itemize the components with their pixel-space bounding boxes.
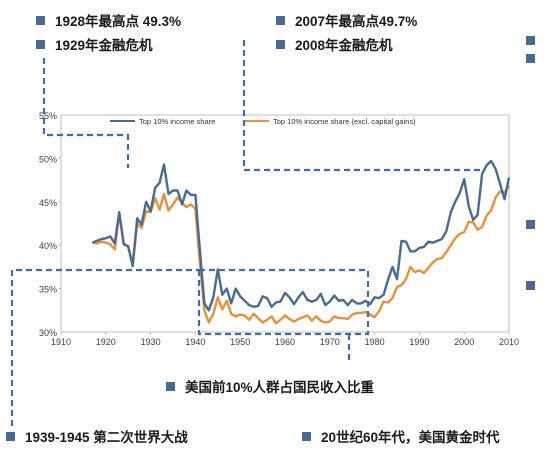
annotation-top10-share: 美国前10%人群占国民收入比重 [166,376,374,396]
annotation-ww2: 1939-1945 第二次世界大战 [6,426,188,446]
connector-ww2 [10,268,199,426]
x-tick-label: 1910 [51,337,71,347]
annotation-crisis-1929: 1929年金融危机 [36,34,153,54]
y-tick-label: 45% [39,198,57,208]
y-tick-label: 40% [39,241,57,251]
x-tick-label: 2000 [454,337,474,347]
bullet-square-icon [526,281,535,290]
series-group [91,159,511,325]
bullet-square-icon [276,15,285,25]
series-line-excl-capital-gains [92,185,510,325]
x-tick-label: 1980 [365,337,385,347]
x-tick-label: 1960 [275,337,295,347]
x-axis: 1910 1920 1930 1940 1950 1960 1970 1980 1990 2000… [51,332,519,347]
annotation-crisis-2008: 2008年金融危机 [276,34,393,54]
bullet-square-icon [526,54,535,63]
bullet-square-icon [276,39,285,49]
bullet-square-icon [36,39,45,49]
x-tick-label: 1930 [141,337,161,347]
bullet-square-icon [526,36,535,45]
annotation-connectors [10,40,480,426]
connector-2008 [242,40,480,172]
bullet-square-icon [6,431,15,441]
y-tick-label: 35% [39,285,57,295]
legend-label-total: Top 10% income share [139,117,215,126]
legend: Top 10% income share Top 10% income shar… [110,117,416,126]
series-line-total [91,159,511,312]
bullet-square-icon [302,431,311,441]
x-tick-label: 1920 [96,337,116,347]
x-tick-label: 1950 [230,337,250,347]
x-tick-label: 1990 [409,337,429,347]
legend-label-excl: Top 10% income share (excl. capital gain… [273,117,416,126]
x-tick-label: 1970 [320,337,340,347]
x-tick-label: 1940 [185,337,205,347]
annotation-golden-age: 20世纪60年代，美国黄金时代 [302,426,500,446]
y-tick-label: 50% [39,154,57,164]
x-tick-label: 2010 [499,337,519,347]
bullet-square-icon [166,381,175,391]
y-tick-label: 30% [39,328,57,338]
bullet-square-icon [36,15,45,25]
bullet-square-icon [526,220,535,229]
connector-midcentury-box [197,268,370,336]
y-tick-label: 55% [39,111,57,121]
annotation-peak-2007: 2007年最高点49.7% [276,10,417,30]
y-axis: 30% 35% 40% 45% 50% 55% [39,111,61,338]
annotation-peak-1928: 1928年最高点 49.3% [36,10,181,30]
